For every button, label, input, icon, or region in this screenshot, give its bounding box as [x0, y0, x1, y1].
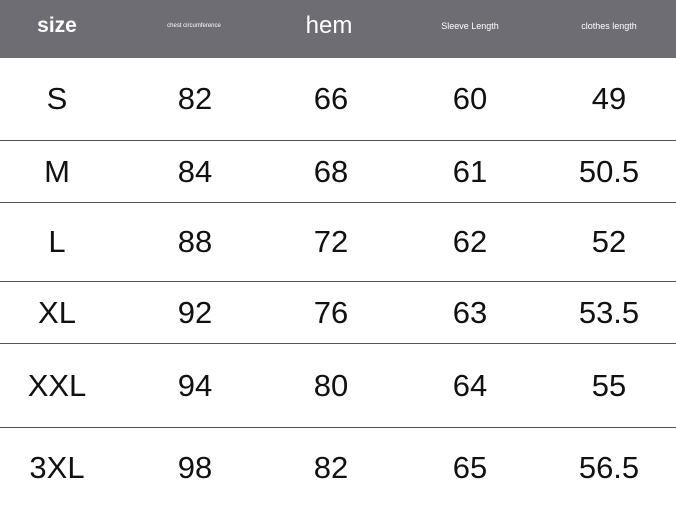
size-cell: L [48, 224, 66, 259]
size-cell: XXL [27, 367, 87, 403]
value-cell: 88 [177, 224, 213, 259]
value-cell: 66 [313, 81, 349, 116]
header-hem: hem [305, 12, 353, 39]
value-cell: 62 [452, 224, 488, 259]
value-cell: 80 [313, 367, 349, 403]
header-length: clothes length [581, 21, 637, 31]
header-size: size [37, 14, 77, 37]
table-header: size chest circumference hem Sleeve Leng… [0, 0, 676, 58]
value-cell: 92 [177, 294, 213, 330]
table-row: S 82 66 60 49 [0, 58, 676, 141]
table-row: XL 92 76 63 53.5 [0, 282, 676, 344]
value-cell: 65 [452, 449, 488, 485]
value-cell: 76 [313, 294, 349, 330]
value-cell: 98 [177, 449, 213, 485]
table-row: XXL 94 80 64 55 [0, 344, 676, 428]
table-row: 3XL 98 82 65 56.5 [0, 428, 676, 507]
value-cell: 50.5 [578, 153, 640, 189]
value-cell: 53.5 [578, 294, 640, 330]
table-row: M 84 68 61 50.5 [0, 141, 676, 203]
size-cell: S [46, 81, 68, 116]
size-cell: XL [38, 294, 76, 330]
value-cell: 61 [452, 153, 488, 189]
value-cell: 60 [452, 81, 488, 116]
value-cell: 49 [591, 81, 627, 116]
value-cell: 64 [452, 367, 488, 403]
value-cell: 82 [177, 81, 213, 116]
value-cell: 72 [313, 224, 349, 259]
value-cell: 63 [452, 294, 488, 330]
value-cell: 52 [591, 224, 627, 259]
value-cell: 55 [591, 367, 627, 403]
size-cell: 3XL [29, 449, 85, 485]
value-cell: 56.5 [578, 449, 640, 485]
table-row: L 88 72 62 52 [0, 203, 676, 282]
header-chest: chest circumference [167, 23, 221, 29]
size-cell: M [44, 153, 70, 189]
value-cell: 84 [177, 153, 213, 189]
value-cell: 94 [177, 367, 213, 403]
value-cell: 82 [313, 449, 349, 485]
header-sleeve: Sleeve Length [441, 21, 499, 31]
value-cell: 68 [313, 153, 349, 189]
